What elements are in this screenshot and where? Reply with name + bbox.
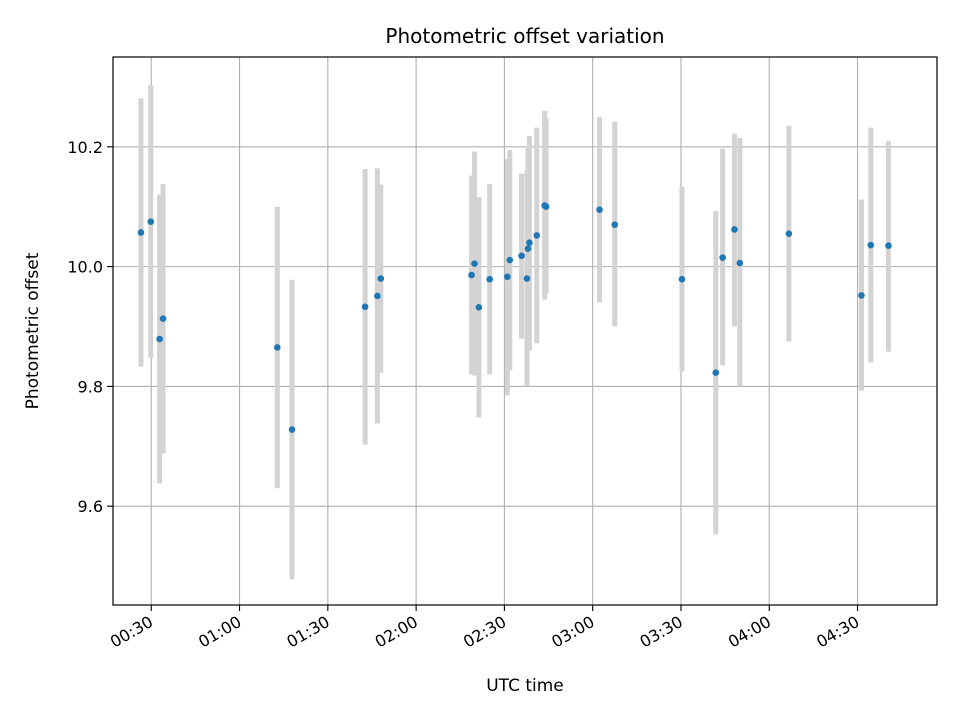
y-axis-title: Photometric offset <box>23 252 43 409</box>
plot-area-frame <box>112 56 938 606</box>
data-point <box>374 292 381 300</box>
data-point <box>858 292 865 299</box>
data-point <box>471 260 478 267</box>
data-point <box>712 369 720 376</box>
data-point <box>678 275 686 283</box>
data-point <box>274 344 281 351</box>
data-point <box>736 259 744 267</box>
data-point <box>156 335 163 343</box>
data-point <box>785 230 793 237</box>
data-point <box>542 203 550 211</box>
data-point <box>596 206 603 214</box>
y-tick-label: 9.6 <box>78 497 103 516</box>
data-points <box>137 202 892 433</box>
data-point <box>475 304 483 311</box>
data-point <box>468 271 475 279</box>
data-point <box>486 275 493 283</box>
data-point <box>377 275 385 282</box>
data-point <box>504 273 511 281</box>
data-point <box>288 426 296 433</box>
data-point <box>867 241 875 249</box>
x-axis-title: UTC time <box>486 676 564 696</box>
data-point <box>533 232 541 239</box>
data-point <box>137 229 145 236</box>
data-point <box>611 221 619 228</box>
y-tick-label: 9.8 <box>78 377 103 396</box>
y-tick-label: 10.2 <box>67 138 103 157</box>
chart-title: Photometric offset variation <box>385 24 664 48</box>
data-point <box>147 218 155 225</box>
data-point <box>526 239 533 246</box>
data-point <box>731 226 738 233</box>
data-point <box>361 303 369 311</box>
data-point <box>719 254 726 261</box>
data-point <box>159 315 167 323</box>
y-axis-ticks: 9.6 9.8 10.0 10.2 <box>67 138 113 516</box>
data-point <box>506 256 514 264</box>
data-point <box>885 242 892 249</box>
data-point <box>523 275 531 282</box>
data-point <box>524 245 532 252</box>
data-point <box>518 252 525 260</box>
y-tick-label: 10.0 <box>67 258 103 277</box>
